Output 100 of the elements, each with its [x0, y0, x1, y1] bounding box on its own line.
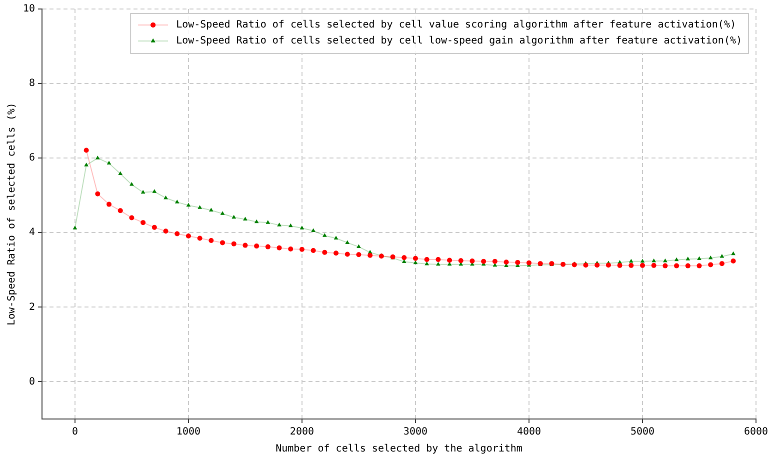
- point: [447, 258, 452, 263]
- point: [413, 260, 418, 264]
- point: [299, 246, 304, 252]
- point: [174, 231, 180, 236]
- point: [685, 263, 690, 268]
- point: [344, 252, 350, 257]
- point: [674, 263, 680, 268]
- point: [368, 252, 373, 258]
- y-tick-label: 4: [29, 227, 36, 238]
- y-tick-label: 0: [29, 376, 36, 388]
- y-tick-label: 2: [29, 302, 36, 313]
- point: [231, 241, 236, 246]
- point: [84, 162, 88, 166]
- point: [118, 208, 123, 214]
- point: [288, 223, 293, 228]
- point: [186, 202, 191, 207]
- point: [322, 233, 327, 237]
- point: [730, 258, 736, 264]
- legend-label: Low-Speed Ratio of cells selected by cell low-speed gain algorithm after feature activation(%): [176, 36, 742, 47]
- point: [651, 262, 656, 268]
- point: [277, 222, 282, 226]
- point: [436, 256, 441, 262]
- point: [345, 240, 350, 244]
- x-tick-label: 4000: [516, 426, 542, 438]
- point: [504, 260, 509, 265]
- y-tick-label: 8: [29, 78, 36, 90]
- point: [163, 228, 168, 234]
- x-tick-label: 2000: [290, 426, 314, 438]
- point: [186, 233, 191, 238]
- x-axis-title: Number of cells selected by the algorithm: [276, 444, 522, 455]
- point: [106, 202, 112, 207]
- point: [322, 250, 328, 255]
- point: [617, 262, 622, 268]
- point: [198, 205, 202, 209]
- point: [526, 260, 532, 266]
- point: [663, 258, 668, 262]
- x-tick-label: 1000: [176, 426, 201, 438]
- point: [254, 219, 259, 224]
- point: [640, 262, 645, 268]
- point: [412, 256, 418, 261]
- point: [197, 236, 202, 241]
- point: [481, 258, 486, 264]
- point: [276, 245, 282, 250]
- point: [334, 250, 339, 256]
- point: [95, 191, 100, 196]
- point: [708, 255, 713, 260]
- point: [436, 262, 440, 266]
- point: [640, 258, 645, 263]
- y-axis-title: Low-Speed Ratio of selected cells (%): [6, 102, 18, 326]
- point: [628, 262, 634, 268]
- point: [118, 171, 123, 175]
- point: [106, 160, 112, 165]
- legend-label: Low-Speed Ratio of cells selected by cell value scoring algorithm after feature activation(%): [176, 20, 736, 31]
- point: [311, 228, 316, 232]
- x-tick-label: 0: [72, 426, 78, 438]
- point: [662, 263, 668, 268]
- point: [174, 200, 180, 204]
- point: [719, 261, 724, 266]
- point: [334, 236, 338, 240]
- x-tick-label: 5000: [630, 426, 655, 438]
- point: [652, 258, 656, 262]
- point: [232, 214, 236, 219]
- point: [708, 262, 714, 268]
- point: [243, 216, 248, 220]
- point: [696, 263, 702, 268]
- point: [470, 258, 475, 264]
- point: [164, 195, 168, 200]
- point: [606, 262, 611, 268]
- point: [356, 244, 361, 248]
- point: [674, 257, 679, 262]
- point: [220, 211, 225, 215]
- point: [84, 148, 89, 153]
- point: [686, 256, 690, 260]
- point: [72, 226, 78, 230]
- point: [310, 248, 316, 254]
- point: [458, 258, 464, 264]
- point: [209, 208, 214, 212]
- point: [208, 238, 214, 243]
- point: [492, 258, 498, 264]
- point: [95, 156, 100, 160]
- point: [583, 262, 588, 268]
- point: [266, 220, 270, 224]
- point: [731, 251, 736, 256]
- point: [594, 262, 600, 268]
- y-tick-label: 10: [22, 4, 36, 15]
- point: [220, 240, 226, 246]
- point: [720, 254, 724, 258]
- point: [356, 252, 362, 258]
- x-tick-label: 3000: [403, 426, 428, 438]
- point: [628, 258, 634, 263]
- point: [152, 224, 157, 230]
- point: [140, 220, 146, 226]
- point: [129, 215, 134, 220]
- point: [402, 255, 407, 260]
- point: [424, 256, 430, 262]
- point: [130, 182, 134, 186]
- point: [288, 246, 294, 252]
- point: [140, 190, 146, 194]
- point: [300, 226, 304, 230]
- point: [515, 260, 520, 265]
